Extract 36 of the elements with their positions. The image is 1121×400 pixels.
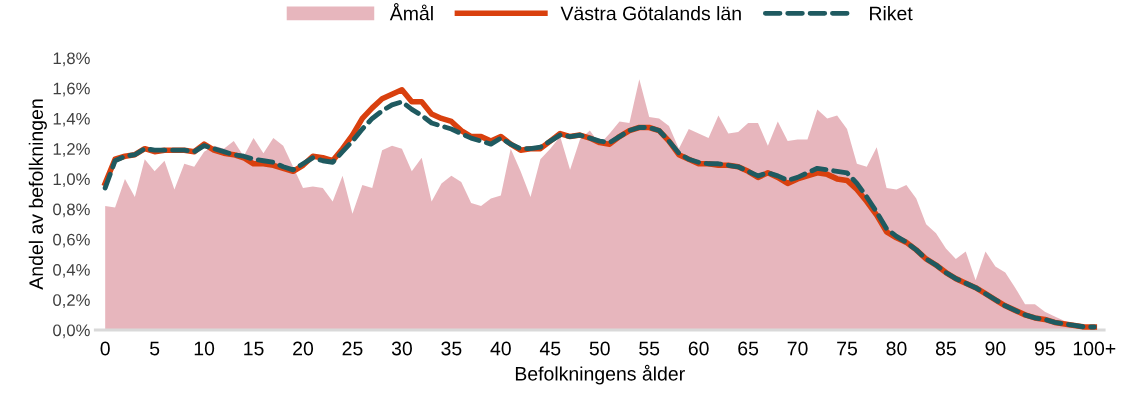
- x-tick-label: 40: [490, 341, 511, 356]
- x-tick-label: 60: [688, 341, 709, 356]
- y-tick-label: 0,4%: [53, 263, 90, 278]
- x-tick-label: 100+: [1073, 341, 1116, 356]
- x-tick-label: 70: [787, 341, 808, 356]
- x-tick-label: 5: [150, 341, 160, 356]
- x-tick-label: 30: [391, 341, 412, 356]
- x-tick-label: 20: [293, 341, 314, 356]
- x-tick-label: 10: [194, 341, 215, 356]
- y-tick-label: 0,0%: [53, 324, 90, 339]
- x-tick-label: 0: [100, 341, 110, 356]
- y-tick-label: 1,6%: [53, 82, 90, 97]
- legend-label: Åmål: [389, 3, 433, 21]
- x-axis-title: Befolkningens ålder: [515, 364, 685, 385]
- y-tick-label: 0,8%: [53, 203, 90, 218]
- x-tick-label: 25: [342, 341, 363, 356]
- y-tick-label: 1,0%: [53, 173, 90, 188]
- y-tick-label: 0,6%: [53, 233, 90, 248]
- x-tick-label: 15: [244, 341, 264, 356]
- y-axis-title: Andel av befolkningen: [28, 99, 47, 290]
- y-tick-label: 1,4%: [53, 112, 90, 127]
- legend-label: Riket: [870, 6, 913, 21]
- x-tick-label: 75: [837, 341, 858, 356]
- x-tick-label: 65: [738, 341, 759, 356]
- x-tick-label: 45: [539, 341, 561, 356]
- x-tick-label: 85: [935, 341, 956, 356]
- y-tick-label: 1,8%: [53, 52, 90, 67]
- x-tick-label: 80: [886, 341, 907, 356]
- x-tick-label: 90: [985, 341, 1006, 356]
- x-tick-label: 35: [441, 341, 462, 356]
- x-tick-label: 55: [639, 341, 660, 356]
- legend-label: Västra Götalands län: [560, 6, 741, 21]
- x-tick-label: 50: [589, 341, 610, 356]
- y-tick-label: 0,2%: [53, 294, 90, 308]
- y-tick-label: 1,2%: [53, 143, 90, 157]
- x-tick-label: 95: [1034, 341, 1055, 356]
